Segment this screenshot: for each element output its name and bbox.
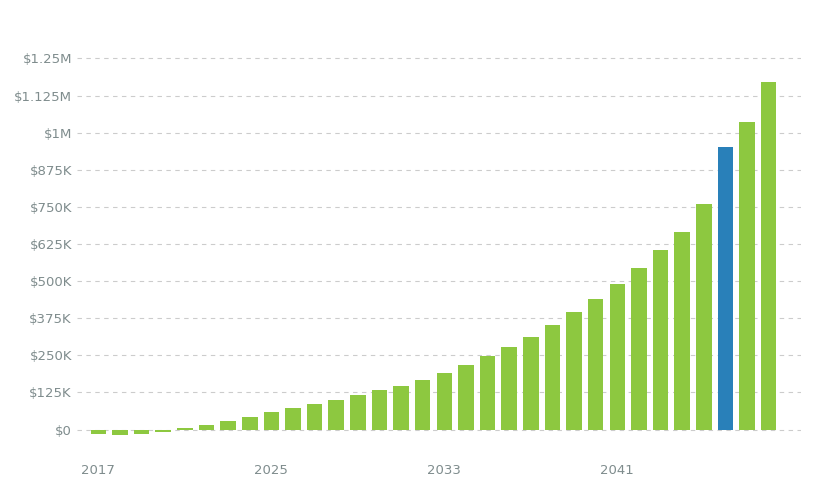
Bar [415,380,430,430]
Bar [263,412,280,430]
Bar [328,400,344,430]
Bar [437,373,452,430]
Bar [653,250,668,430]
Bar [458,365,474,430]
Bar [566,312,582,430]
Bar [242,417,258,430]
Bar [350,395,366,430]
Bar [306,404,323,430]
Bar [674,232,690,430]
Bar [90,430,106,434]
Bar [134,430,149,434]
Bar [739,122,755,430]
Bar [696,204,711,430]
Bar [220,421,236,430]
Bar [480,356,496,430]
Bar [718,147,734,430]
Bar [112,430,128,435]
Bar [588,299,603,430]
Bar [761,82,777,430]
Bar [523,337,539,430]
Bar [156,430,171,432]
Bar [610,284,625,430]
Bar [544,325,560,430]
Bar [394,385,409,430]
Bar [199,425,214,430]
Bar [177,428,192,430]
Bar [631,268,647,430]
Bar [501,347,517,430]
Bar [285,408,301,430]
Bar [372,390,387,430]
